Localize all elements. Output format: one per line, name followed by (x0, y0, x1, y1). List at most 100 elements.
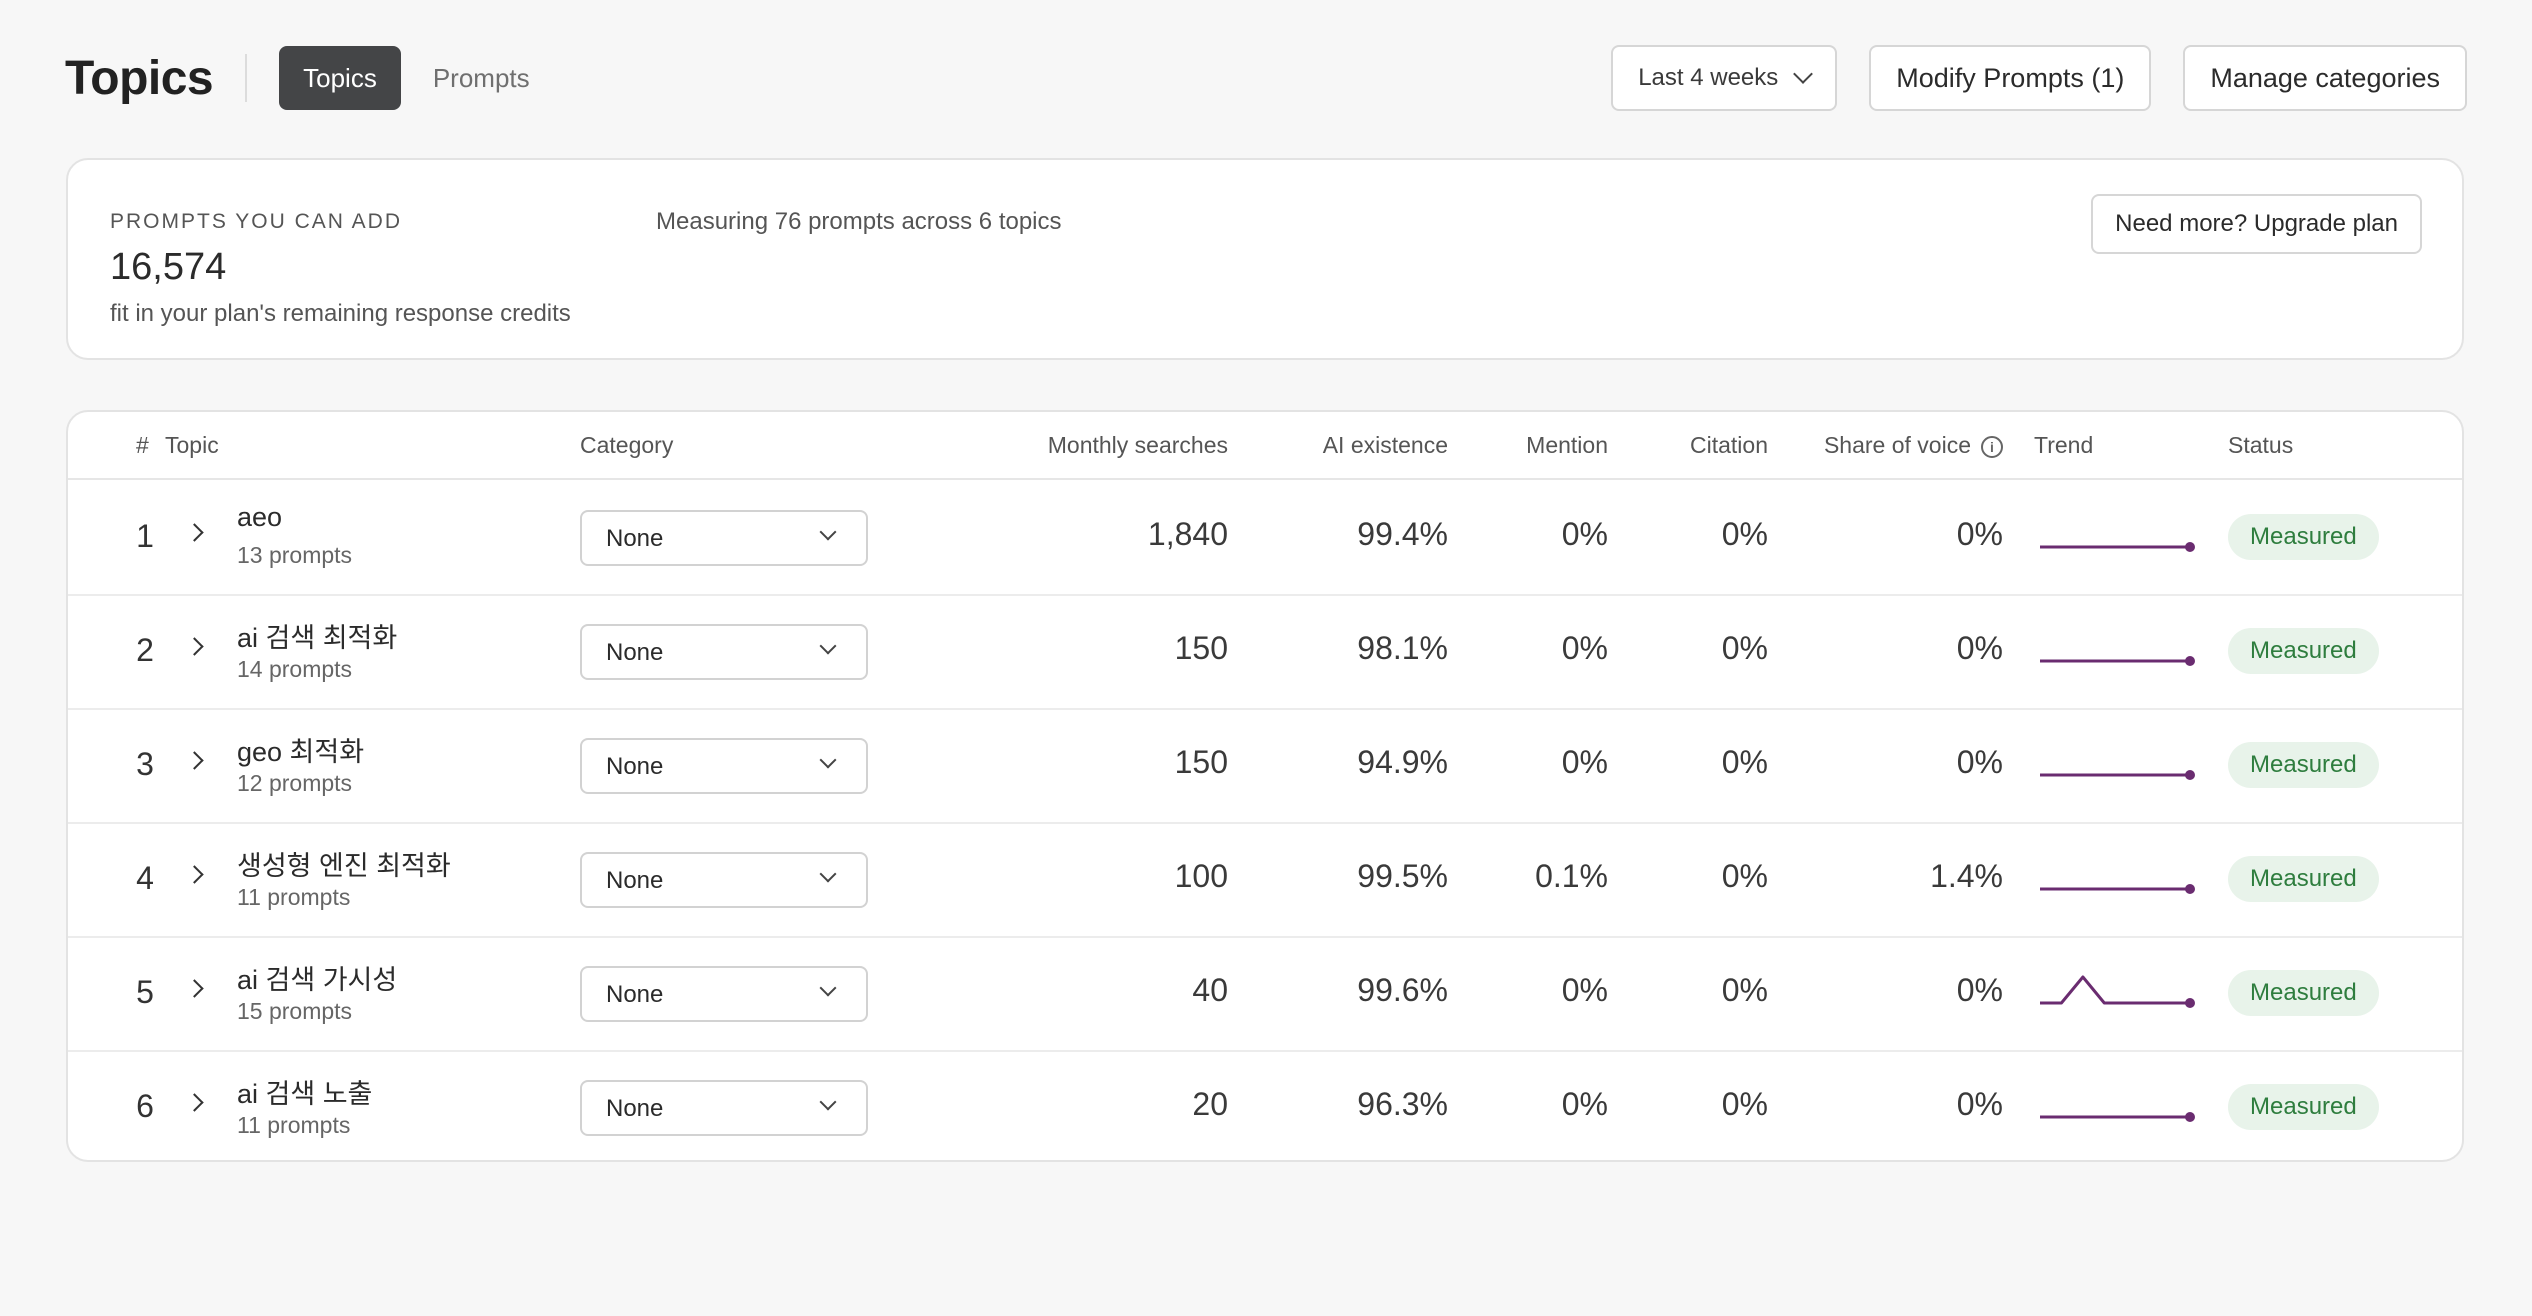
mention-value: 0.1% (1535, 858, 1608, 894)
trend-endpoint (2185, 998, 2195, 1008)
col-ai-existence[interactable]: AI existence (1322, 432, 1448, 458)
col-status[interactable]: Status (2228, 432, 2294, 458)
status-badge: Measured (2228, 742, 2379, 788)
trend-sparkline (2040, 656, 2195, 666)
status-badge: Measured (2228, 514, 2379, 560)
monthly-searches-value: 100 (1174, 858, 1228, 894)
topic-name[interactable]: aeo (237, 502, 283, 532)
measuring-summary: Measuring 76 prompts across 6 topics (656, 208, 1062, 235)
modify-prompts-button[interactable]: Modify Prompts (1) (1869, 45, 2152, 111)
citation-value: 0% (1721, 972, 1768, 1008)
citation-value: 0% (1721, 744, 1768, 780)
category-select-value: None (606, 867, 664, 894)
table-header: # Topic Category Monthly searches AI exi… (68, 412, 2462, 480)
mention-value: 0% (1561, 972, 1608, 1008)
status-badge: Measured (2228, 628, 2379, 674)
monthly-searches-value: 1,840 (1147, 516, 1228, 552)
category-select-value: None (606, 525, 664, 552)
tab-prompts[interactable]: Prompts (432, 62, 530, 93)
trend-sparkline (2040, 975, 2195, 1008)
category-select[interactable]: None (580, 966, 868, 1022)
ai-existence-value: 99.4% (1357, 516, 1448, 552)
citation-value: 0% (1721, 516, 1768, 552)
trend-endpoint (2185, 542, 2195, 552)
trend-endpoint (2185, 770, 2195, 780)
category-select-value: None (606, 981, 664, 1008)
table-row[interactable]: 6 ai 검색 노출 11 prompts None 20 96.3% 0% 0% 0% Meas… (68, 1050, 2462, 1160)
col-monthly-searches[interactable]: Monthly searches (1047, 432, 1228, 458)
category-select[interactable]: None (580, 624, 868, 680)
monthly-searches-value: 20 (1192, 1086, 1228, 1122)
row-number: 2 (136, 632, 154, 668)
topic-name[interactable]: geo 최적화 (237, 737, 365, 767)
trend-endpoint (2185, 656, 2195, 666)
mention-value: 0% (1561, 630, 1608, 666)
chevron-down-icon (819, 979, 837, 997)
prompts-remaining-value: 16,574 (110, 246, 227, 288)
table-row[interactable]: 4 생성형 엔진 최적화 11 prompts None 100 99.5% 0.1% 0% 1… (68, 822, 2462, 938)
table-row[interactable]: 5 ai 검색 가시성 15 prompts None 40 99.6% 0% 0% 0% Mea… (68, 936, 2462, 1052)
status-badge: Measured (2228, 1084, 2379, 1130)
chevron-right-icon[interactable] (186, 746, 206, 776)
col-citation[interactable]: Citation (1690, 432, 1768, 458)
mention-value: 0% (1561, 516, 1608, 552)
row-number: 5 (136, 974, 154, 1010)
chevron-down-icon (819, 523, 837, 541)
table-row[interactable]: 1 aeo 13 prompts None 1,840 99.4% 0% 0% 0% Measur… (68, 480, 2462, 596)
info-icon[interactable]: i (1981, 435, 2003, 458)
category-select-value: None (606, 1095, 664, 1122)
col-mention[interactable]: Mention (1526, 432, 1608, 458)
ai-existence-value: 94.9% (1357, 744, 1448, 780)
trend-endpoint (2185, 1112, 2195, 1122)
row-number: 3 (136, 746, 154, 782)
upgrade-plan-button[interactable]: Need more? Upgrade plan (2091, 194, 2422, 254)
manage-categories-button[interactable]: Manage categories (2183, 45, 2467, 111)
col-share-of-voice[interactable]: Share of voice i (1718, 432, 2003, 459)
prompt-capacity-card: PROMPTS YOU CAN ADD 16,574 fit in your p… (66, 158, 2464, 360)
category-select-value: None (606, 753, 664, 780)
category-select[interactable]: None (580, 510, 868, 566)
topic-name[interactable]: ai 검색 최적화 (237, 623, 398, 653)
topic-name[interactable]: ai 검색 노출 (237, 1079, 373, 1109)
col-num: # (136, 432, 149, 458)
row-number: 6 (136, 1088, 154, 1124)
chevron-right-icon[interactable] (186, 974, 206, 1004)
category-select[interactable]: None (580, 1080, 868, 1136)
table-row[interactable]: 3 geo 최적화 12 prompts None 150 94.9% 0% 0% 0% Meas… (68, 708, 2462, 824)
prompts-note: fit in your plan's remaining response cr… (110, 300, 571, 327)
col-topic[interactable]: Topic (165, 432, 219, 458)
chevron-right-icon[interactable] (186, 518, 206, 548)
ai-existence-value: 99.5% (1357, 858, 1448, 894)
citation-value: 0% (1721, 1086, 1768, 1122)
monthly-searches-value: 150 (1174, 630, 1228, 666)
category-select[interactable]: None (580, 852, 868, 908)
mention-value: 0% (1561, 1086, 1608, 1122)
share-of-voice-value: 0% (1956, 744, 2003, 780)
topic-prompt-count: 13 prompts (237, 542, 353, 568)
topic-prompt-count: 14 prompts (237, 656, 353, 682)
category-select[interactable]: None (580, 738, 868, 794)
col-category[interactable]: Category (580, 432, 674, 458)
trend-endpoint (2185, 884, 2195, 894)
trend-sparkline (2040, 1112, 2195, 1122)
chevron-down-icon (1793, 64, 1814, 84)
monthly-searches-value: 150 (1174, 744, 1228, 780)
citation-value: 0% (1721, 630, 1768, 666)
topic-name[interactable]: 생성형 엔진 최적화 (237, 851, 451, 881)
chevron-right-icon[interactable] (186, 1088, 206, 1118)
topic-name[interactable]: ai 검색 가시성 (237, 965, 398, 995)
tab-topics[interactable]: Topics (279, 46, 401, 110)
ai-existence-value: 96.3% (1357, 1086, 1448, 1122)
topic-prompt-count: 11 prompts (237, 884, 351, 910)
chevron-down-icon (819, 1093, 837, 1111)
chevron-right-icon[interactable] (186, 632, 206, 662)
monthly-searches-value: 40 (1192, 972, 1228, 1008)
col-trend: Trend (2034, 432, 2094, 458)
table-row[interactable]: 2 ai 검색 최적화 14 prompts None 150 98.1% 0% 0% 0% Me… (68, 594, 2462, 710)
share-of-voice-value: 1.4% (1930, 858, 2003, 894)
date-range-dropdown[interactable]: Last 4 weeks (1611, 45, 1838, 111)
share-of-voice-value: 0% (1956, 972, 2003, 1008)
chevron-right-icon[interactable] (186, 860, 206, 890)
row-number: 4 (136, 860, 154, 896)
